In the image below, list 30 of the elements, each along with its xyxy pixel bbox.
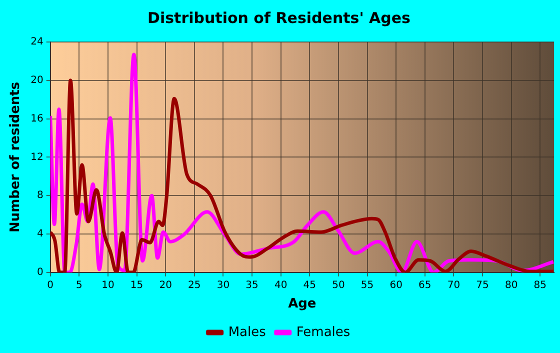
x-tick-label: 85: [534, 280, 547, 291]
x-tick-label: 80: [504, 280, 518, 291]
y-tick-label: 8: [36, 190, 44, 202]
x-tick-label: 70: [447, 280, 460, 291]
y-tick-label: 12: [30, 152, 44, 163]
x-axis-title: Age: [288, 296, 316, 312]
x-tick-label: 10: [102, 280, 114, 291]
x-tick-label: 5: [76, 280, 82, 291]
x-tick-label: 65: [418, 280, 432, 291]
x-tick-label: 50: [332, 280, 345, 291]
x-tick-label: 0: [47, 280, 54, 291]
y-tick-label: 24: [30, 36, 44, 48]
x-tick-label: 60: [390, 280, 402, 291]
x-tick-label: 15: [130, 280, 144, 291]
y-tick-label: 20: [30, 74, 44, 86]
x-tick-label: 40: [274, 280, 288, 291]
y-tick-label: 16: [30, 113, 44, 124]
x-tick-label: 30: [216, 280, 230, 291]
x-tick-label: 55: [360, 280, 374, 291]
x-tick-label: 35: [246, 280, 258, 291]
chart-title: Distribution of Residents' Ages: [148, 8, 411, 27]
y-tick-label: 4: [36, 228, 44, 240]
legend-label: Females: [296, 324, 350, 340]
y-tick-label: 0: [36, 266, 44, 278]
x-tick-label: 45: [303, 280, 316, 291]
x-tick-label: 75: [476, 280, 489, 291]
x-tick-label: 20: [159, 280, 172, 291]
y-axis-title: Number of residents: [8, 82, 24, 233]
legend-label: Males: [228, 324, 266, 340]
x-tick-label: 25: [188, 280, 201, 291]
